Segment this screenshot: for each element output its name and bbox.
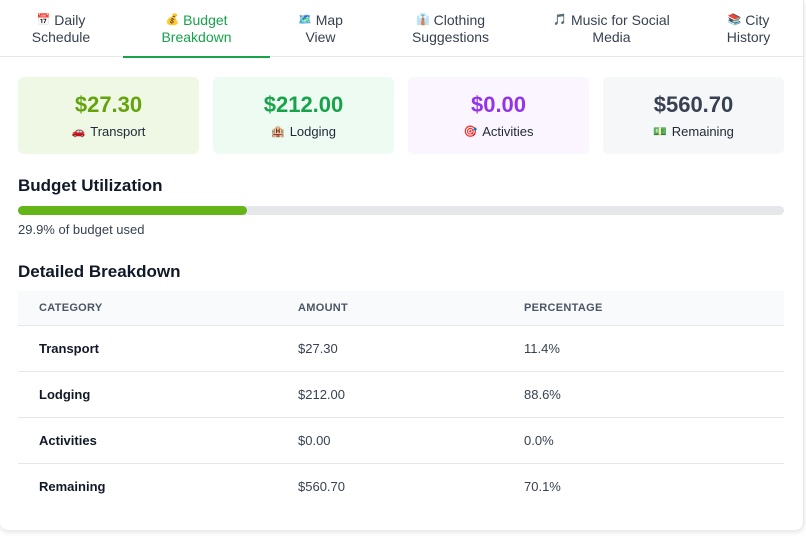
- books-icon: 📚: [727, 13, 742, 26]
- stat-value: $560.70: [653, 91, 734, 117]
- row-amount: $0.00: [298, 433, 331, 448]
- calendar-icon: 📅: [36, 13, 51, 26]
- tab-label: Schedule: [31, 28, 91, 45]
- tab-label: Breakdown: [161, 28, 232, 45]
- tab-label: City: [745, 11, 770, 28]
- tab-label: Budget: [183, 11, 228, 28]
- stat-value: $212.00: [263, 91, 344, 117]
- stat-label: Activities: [482, 123, 534, 139]
- tab-label: Suggestions: [411, 28, 490, 45]
- row-amount: $27.30: [298, 341, 338, 356]
- row-category: Activities: [39, 433, 97, 448]
- tab-city-history[interactable]: 📚 City History: [693, 0, 804, 57]
- column-header-amount: AMOUNT: [298, 302, 349, 314]
- tab-label: View: [305, 28, 336, 45]
- tab-label: Music for Social: [570, 11, 670, 28]
- table-row: Activities $0.00 0.0%: [18, 418, 784, 464]
- column-header-percentage: PERCENTAGE: [524, 302, 603, 314]
- tab-daily-schedule[interactable]: 📅 Daily Schedule: [0, 0, 122, 57]
- row-percentage: 88.6%: [524, 387, 561, 402]
- remaining-stat-card: $560.70 💵 Remaining: [603, 77, 784, 154]
- row-category: Transport: [39, 341, 99, 356]
- lodging-stat-card: $212.00 🏨 Lodging: [213, 77, 394, 154]
- row-category: Lodging: [39, 387, 91, 402]
- budget-progress-fill: [18, 206, 248, 215]
- budget-utilization-heading: Budget Utilization: [18, 176, 163, 195]
- row-amount: $560.70: [298, 479, 345, 494]
- car-icon: 🚗: [71, 125, 86, 138]
- tab-label: History: [726, 28, 771, 45]
- budget-used-text: 29.9% of budget used: [18, 222, 145, 237]
- target-icon: 🎯: [463, 125, 478, 138]
- breakdown-table: CATEGORY AMOUNT PERCENTAGE Transport $27…: [18, 291, 784, 510]
- map-icon: 🗺️: [298, 13, 312, 26]
- tab-music-for-social-media[interactable]: 🎵 Music for Social Media: [530, 0, 693, 57]
- activities-stat-card: $0.00 🎯 Activities: [408, 77, 589, 154]
- table-row: Lodging $212.00 88.6%: [18, 372, 784, 418]
- stat-label: Transport: [90, 123, 146, 139]
- stat-value: $27.30: [74, 91, 143, 117]
- stat-value: $0.00: [470, 91, 527, 117]
- hotel-icon: 🏨: [271, 125, 285, 138]
- table-header: CATEGORY AMOUNT PERCENTAGE: [18, 291, 784, 326]
- table-row: Remaining $560.70 70.1%: [18, 464, 784, 510]
- row-percentage: 11.4%: [524, 341, 560, 356]
- row-amount: $212.00: [298, 387, 345, 402]
- table-row: Transport $27.30 11.4%: [18, 326, 784, 372]
- shirt-icon: 👔: [415, 13, 430, 26]
- tab-label: Clothing: [433, 11, 486, 28]
- stat-label: Lodging: [289, 123, 336, 139]
- detailed-breakdown-heading: Detailed Breakdown: [18, 262, 181, 281]
- tab-bar: 📅 Daily Schedule 💰 Budget Breakdown 🗺️ Map …: [0, 0, 804, 58]
- banknote-icon: 💵: [653, 125, 667, 138]
- tab-budget-breakdown[interactable]: 💰 Budget Breakdown: [123, 0, 270, 58]
- transport-stat-card: $27.30 🚗 Transport: [18, 77, 199, 154]
- tab-map-view[interactable]: 🗺️ Map View: [270, 0, 371, 57]
- row-percentage: 70.1%: [524, 479, 561, 494]
- tab-label: Media: [592, 28, 631, 45]
- budget-progress-bar: [18, 206, 784, 215]
- tab-label: Map: [315, 11, 343, 28]
- row-category: Remaining: [39, 479, 106, 494]
- money-bag-icon: 💰: [165, 13, 180, 26]
- stat-label: Remaining: [671, 123, 734, 139]
- music-note-icon: 🎵: [553, 13, 567, 26]
- tab-label: Daily: [54, 11, 86, 28]
- tab-clothing-suggestions[interactable]: 👔 Clothing Suggestions: [371, 0, 530, 57]
- row-percentage: 0.0%: [524, 433, 554, 448]
- column-header-category: CATEGORY: [39, 302, 103, 314]
